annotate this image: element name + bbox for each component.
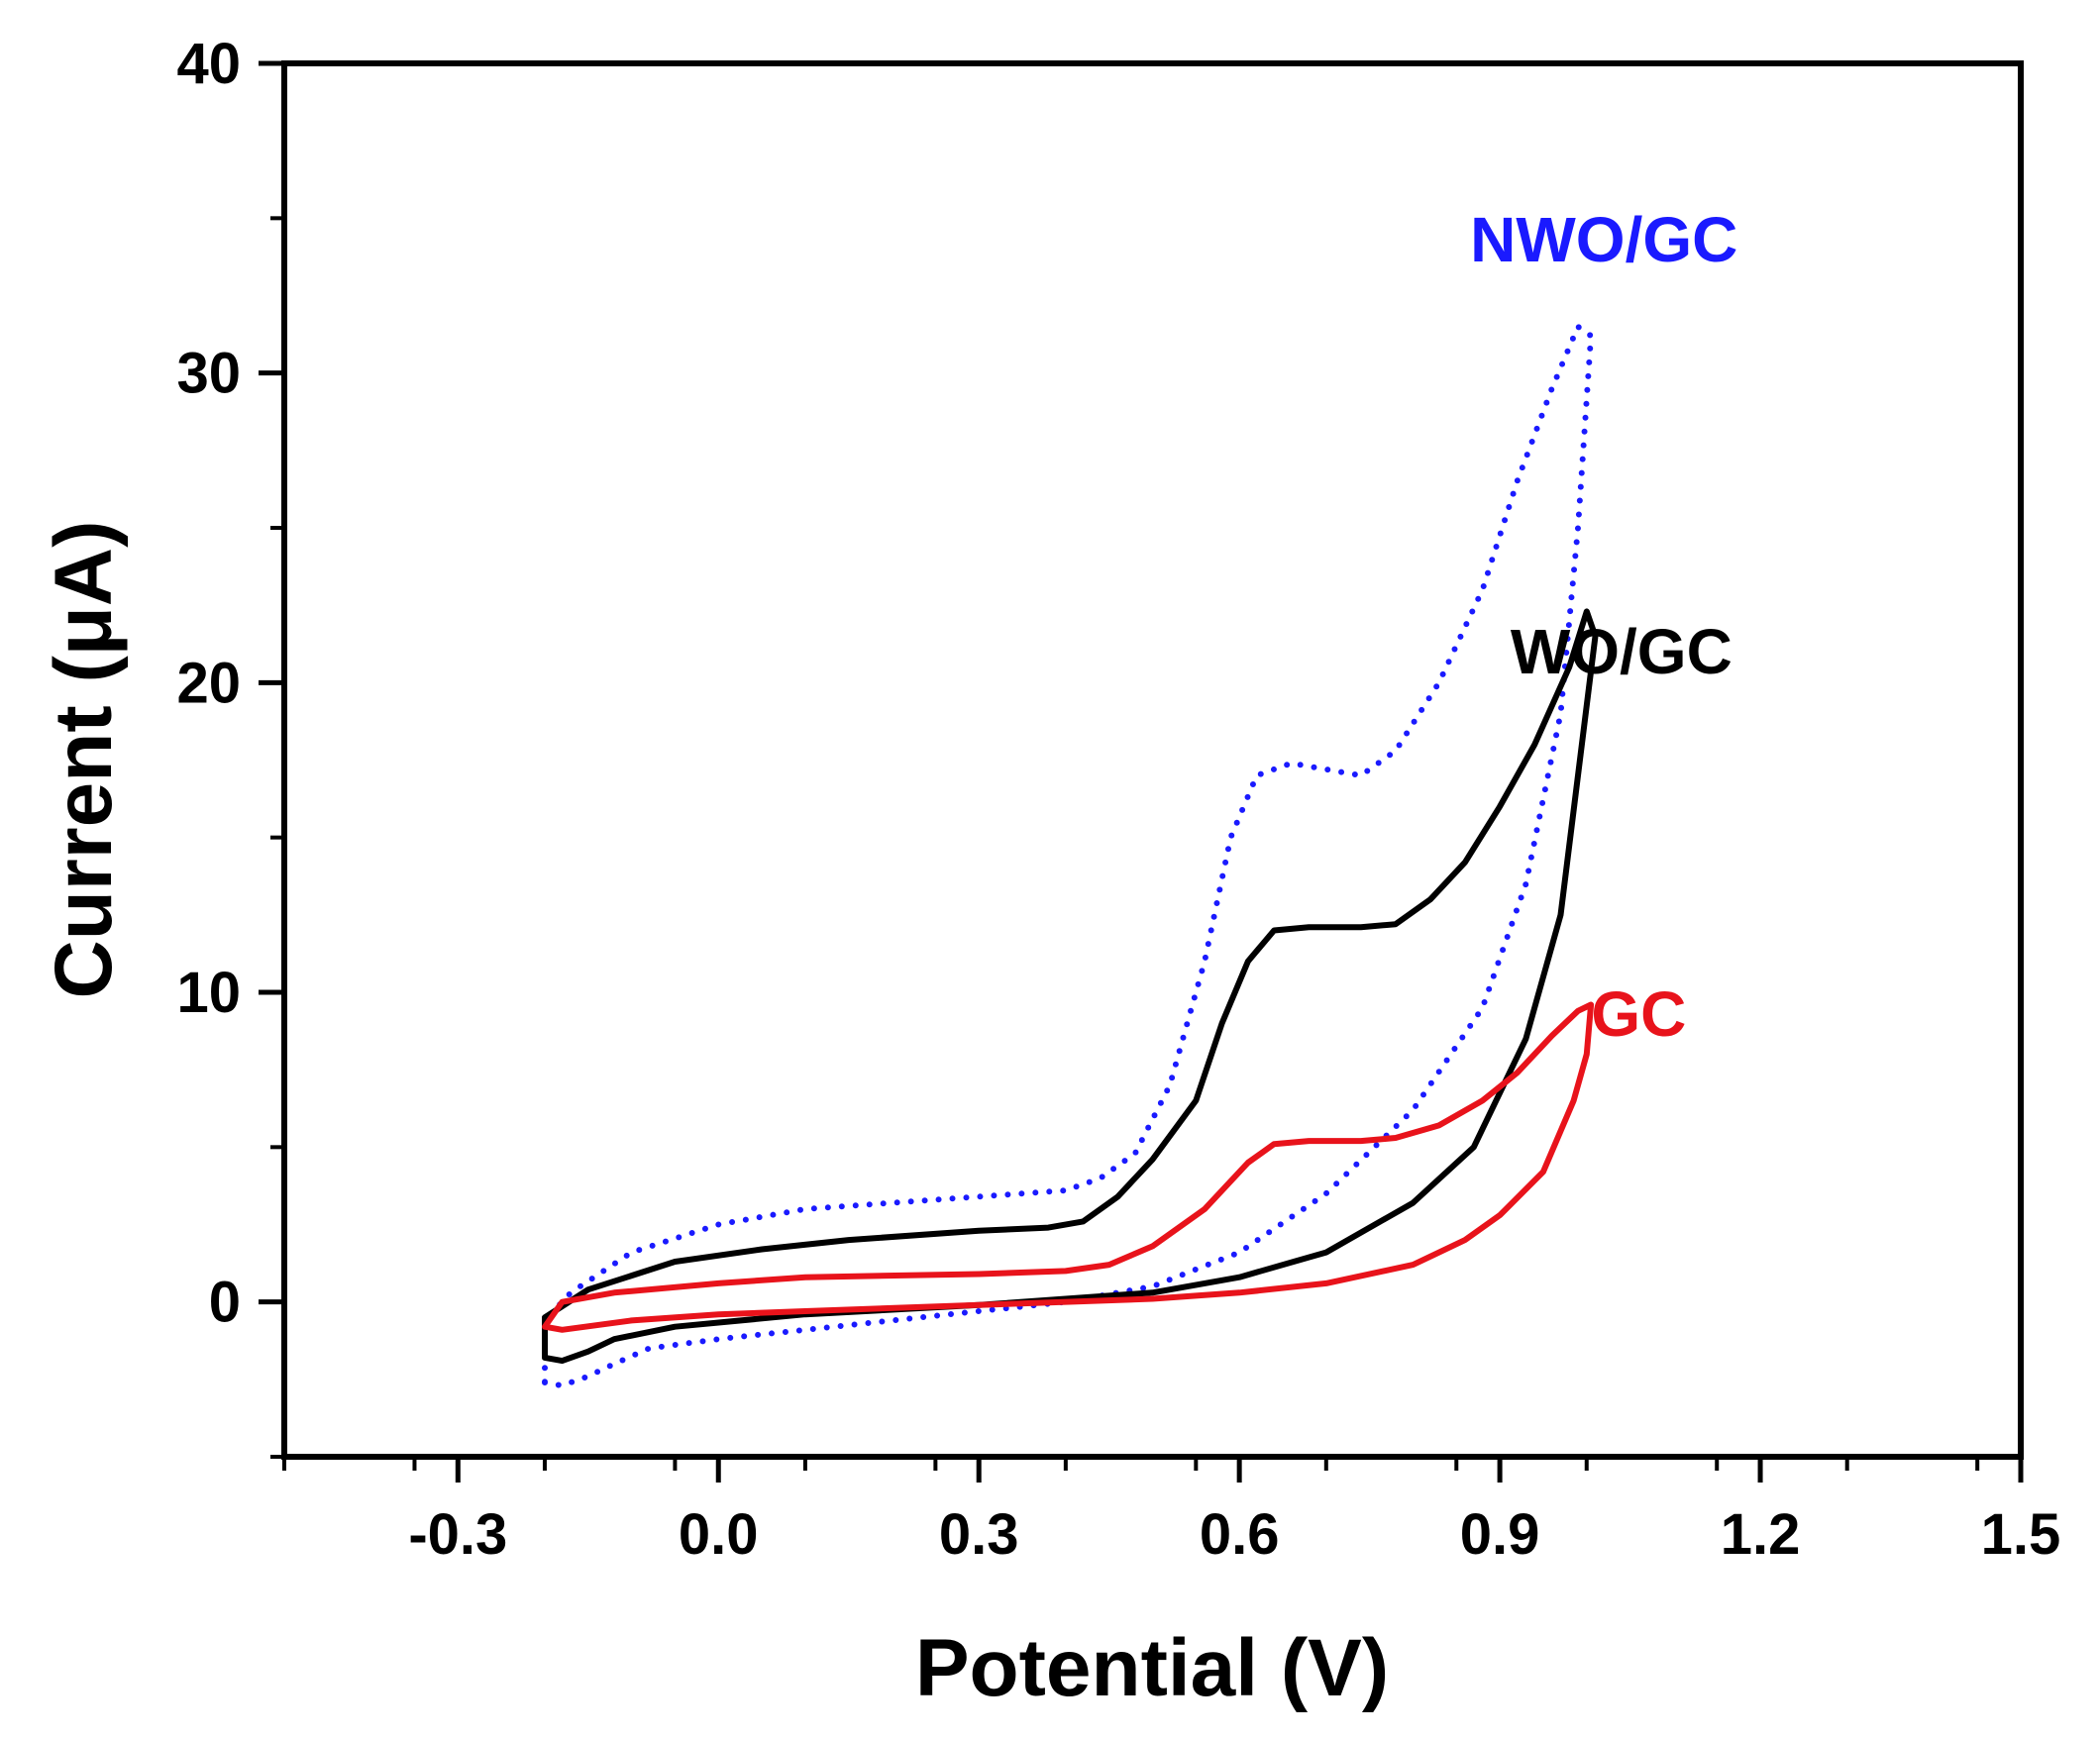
series-label-wo-gc: WO/GC <box>1511 616 1732 687</box>
series-line-gc <box>542 1001 1595 1333</box>
y-tick-label: 20 <box>176 651 241 715</box>
series-label-gc: GC <box>1591 978 1686 1050</box>
x-axis-title: Potential (V) <box>915 1623 1389 1713</box>
y-tick-label: 30 <box>176 342 241 406</box>
x-tick-label: -0.3 <box>408 1502 507 1567</box>
x-tick-label: 1.5 <box>1981 1502 2061 1567</box>
x-tick-label: 1.2 <box>1721 1502 1801 1567</box>
x-tick-label: 0.6 <box>1200 1502 1280 1567</box>
series-label-nwo-gc: NWO/GC <box>1470 204 1737 275</box>
series-layer <box>542 323 1599 1389</box>
y-tick-label: 0 <box>209 1271 241 1335</box>
x-tick-label: 0.0 <box>679 1502 759 1567</box>
x-tick-label: 0.9 <box>1460 1502 1540 1567</box>
y-axis-title: Current (μA) <box>39 521 129 999</box>
y-tick-label: 10 <box>176 961 241 1025</box>
y-tick-label: 40 <box>176 32 241 96</box>
series-line-nwo-gc <box>542 323 1595 1389</box>
plot-frame <box>281 60 2024 1460</box>
series-line-wo-gc <box>542 608 1599 1365</box>
labels-layer: -0.3 0.0 0.3 0.6 0.9 1.2 1.5 0 10 20 30 40 NWO/GC WO/… <box>176 32 2060 1567</box>
tick-marks <box>259 60 2024 1483</box>
x-tick-label: 0.3 <box>939 1502 1019 1567</box>
